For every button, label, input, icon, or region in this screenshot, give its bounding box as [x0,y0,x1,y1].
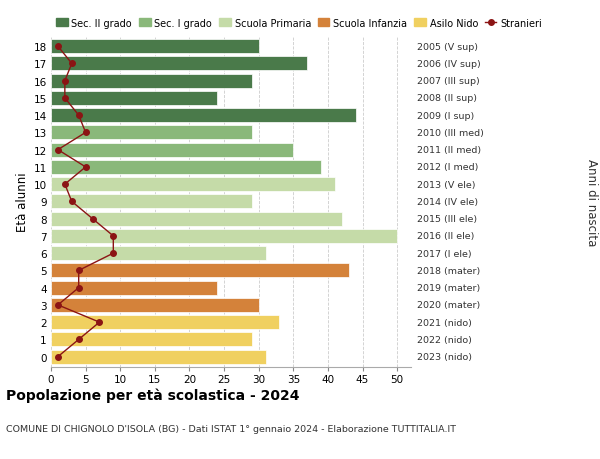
Bar [51,178,335,192]
Legend: Sec. II grado, Sec. I grado, Scuola Primaria, Scuola Infanzia, Asilo Nido, Stran: Sec. II grado, Sec. I grado, Scuola Prim… [56,18,542,28]
Text: Popolazione per età scolastica - 2024: Popolazione per età scolastica - 2024 [6,388,299,403]
Bar [51,230,397,243]
Text: 2010 (III med): 2010 (III med) [417,129,484,138]
Bar [51,195,252,209]
Y-axis label: Età alunni: Età alunni [16,172,29,232]
Bar [51,74,252,89]
Bar [51,57,307,71]
Text: 2023 (nido): 2023 (nido) [417,353,472,361]
Text: 2014 (IV ele): 2014 (IV ele) [417,197,478,207]
Bar [51,246,266,261]
Text: COMUNE DI CHIGNOLO D'ISOLA (BG) - Dati ISTAT 1° gennaio 2024 - Elaborazione TUTT: COMUNE DI CHIGNOLO D'ISOLA (BG) - Dati I… [6,425,456,434]
Bar [51,143,293,157]
Bar [51,161,321,174]
Text: 2005 (V sup): 2005 (V sup) [417,43,478,51]
Bar [51,212,342,226]
Text: 2013 (V ele): 2013 (V ele) [417,180,475,189]
Text: 2012 (I med): 2012 (I med) [417,163,478,172]
Text: 2015 (III ele): 2015 (III ele) [417,215,477,224]
Bar [51,40,259,54]
Bar [51,92,217,106]
Bar [51,350,266,364]
Text: Anni di nascita: Anni di nascita [584,158,598,246]
Bar [51,333,252,347]
Text: 2020 (mater): 2020 (mater) [417,301,480,310]
Text: 2021 (nido): 2021 (nido) [417,318,472,327]
Text: 2011 (II med): 2011 (II med) [417,146,481,155]
Text: 2007 (III sup): 2007 (III sup) [417,77,480,86]
Text: 2008 (II sup): 2008 (II sup) [417,94,477,103]
Text: 2016 (II ele): 2016 (II ele) [417,232,475,241]
Bar [51,298,259,312]
Text: 2019 (mater): 2019 (mater) [417,284,480,292]
Bar [51,126,252,140]
Text: 2009 (I sup): 2009 (I sup) [417,112,474,120]
Bar [51,315,280,330]
Text: 2006 (IV sup): 2006 (IV sup) [417,60,481,69]
Text: 2022 (nido): 2022 (nido) [417,335,472,344]
Bar [51,109,356,123]
Text: 2018 (mater): 2018 (mater) [417,266,480,275]
Text: 2017 (I ele): 2017 (I ele) [417,249,472,258]
Bar [51,264,349,278]
Bar [51,281,217,295]
